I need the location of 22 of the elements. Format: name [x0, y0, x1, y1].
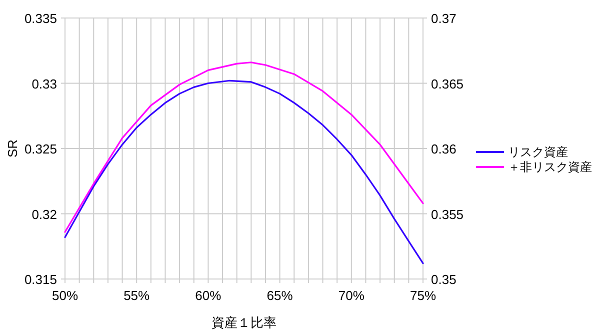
x-tick-label: 65% — [266, 288, 294, 303]
x-tick-label: 50% — [52, 288, 78, 303]
y2-tick-label: 0.37 — [431, 11, 456, 26]
y-tick-label: 0.325 — [24, 142, 57, 156]
y2-tick-label: 0.35 — [431, 272, 456, 287]
line-series — [64, 62, 424, 233]
x-tick-label: 70% — [338, 288, 365, 303]
y2-tick-label: 0.365 — [431, 76, 464, 92]
legend-label: リスク資産 — [508, 145, 568, 159]
x-tick-label: 75% — [410, 288, 436, 303]
y-tick-label: 0.32 — [32, 206, 57, 222]
x-tick-label: 60% — [195, 288, 222, 303]
legend-label: ＋非リスク資産 — [508, 160, 592, 174]
x-axis-title: 資産１比率 — [212, 315, 276, 330]
y2-tick-label: 0.355 — [431, 206, 464, 222]
y-axis-title: SR — [5, 139, 20, 158]
x-tick-label: 55% — [124, 288, 150, 303]
y-tick-label: 0.33 — [32, 76, 57, 92]
y2-tick-label: 0.36 — [431, 142, 456, 156]
line-series — [64, 80, 424, 264]
y-tick-label: 0.335 — [24, 11, 57, 26]
y-tick-label: 0.315 — [24, 272, 57, 287]
